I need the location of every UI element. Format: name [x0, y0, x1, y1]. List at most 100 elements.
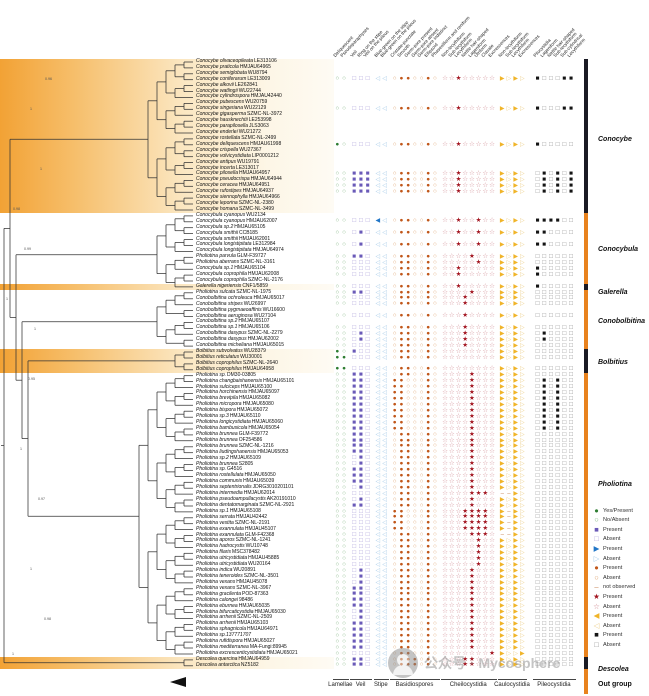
- star-symbol: ☆: [475, 424, 482, 432]
- circle-symbol: ○: [419, 436, 424, 444]
- square-symbol: □: [569, 661, 573, 669]
- tri-right-symbol: ▶: [499, 407, 505, 414]
- square-symbol: □: [555, 531, 560, 539]
- circle-symbol: ●: [399, 501, 404, 509]
- star-symbol: ☆: [489, 430, 495, 438]
- voucher-accession: HMJAU65105: [234, 223, 266, 230]
- square-symbol: □: [562, 590, 567, 598]
- circle-symbol: ○: [342, 643, 346, 651]
- star-symbol: ☆: [468, 300, 475, 308]
- circle-symbol: ○: [412, 140, 417, 148]
- star-symbol: ☆: [482, 442, 489, 450]
- square-symbol: ■: [352, 602, 357, 610]
- clade-highlight: [0, 283, 334, 290]
- circle-symbol: ○: [342, 430, 346, 438]
- circle-symbol: ●: [406, 631, 411, 639]
- square-symbol: ■: [365, 187, 370, 195]
- circle-symbol: ●: [406, 264, 411, 272]
- tri-left-symbol: ◁: [382, 573, 387, 580]
- circle-symbol: ○: [342, 312, 346, 320]
- star-symbol: ☆: [455, 300, 462, 308]
- circle-symbol: ●: [399, 448, 404, 456]
- star-symbol: ☆: [482, 170, 489, 178]
- tri-right-symbol: ▶: [513, 662, 518, 669]
- circle-symbol: ○: [412, 170, 417, 178]
- circle-symbol: ○: [392, 176, 397, 184]
- voucher-accession: WU20759: [245, 99, 268, 106]
- tri-right-symbol: ▷: [520, 342, 525, 349]
- square-symbol: ■: [359, 625, 363, 633]
- star-symbol: ★: [455, 176, 462, 184]
- tri-right-symbol: ▶: [513, 656, 518, 663]
- circle-symbol: ●: [426, 140, 431, 148]
- square-symbol: □: [549, 264, 553, 272]
- square-symbol: ■: [359, 483, 363, 491]
- tri-left-symbol: ◁: [382, 301, 387, 308]
- tri-right-symbol: ▶: [520, 650, 525, 657]
- tri-right-symbol: ▷: [506, 182, 512, 189]
- circle-symbol: ●: [426, 531, 431, 539]
- star-symbol: ☆: [455, 525, 462, 533]
- circle-symbol: ○: [406, 513, 411, 521]
- square-symbol: □: [555, 430, 560, 438]
- circle-symbol: ○: [412, 442, 417, 450]
- square-symbol: □: [569, 477, 573, 485]
- voucher-accession: HMJAU65103: [237, 620, 269, 627]
- tri-right-symbol: ▷: [520, 289, 525, 296]
- species-row: Conocybe pubescensWU20759: [196, 99, 336, 106]
- star-symbol: ☆: [482, 578, 489, 586]
- square-symbol: □: [542, 430, 547, 438]
- circle-symbol: ○: [419, 75, 424, 83]
- species-name: Conobolbitina pygmaeoaffinis: [196, 306, 262, 313]
- legend-item-label: Present: [603, 565, 623, 572]
- square-symbol: ■: [352, 371, 357, 379]
- species-row: Conocybe gigaspermaSZMC-NL-3972: [196, 111, 336, 118]
- tri-right-symbol: ▷: [520, 259, 525, 266]
- square-symbol: □: [365, 329, 370, 337]
- star-symbol: ☆: [448, 241, 455, 249]
- circle-symbol: ○: [419, 140, 424, 148]
- star-symbol: ☆: [482, 395, 489, 403]
- species-row: Conocybula cyanopusHMJAU62007: [196, 217, 336, 225]
- star-symbol: ★: [482, 531, 489, 539]
- circle-symbol: ○: [335, 217, 340, 225]
- circle-symbol: ○: [392, 430, 397, 438]
- tri-right-symbol: ▷: [506, 538, 512, 545]
- star-symbol: ☆: [442, 448, 449, 456]
- tri-right-symbol: ▷: [520, 591, 525, 598]
- species-row: Pholiotina exannulataHMJAU45107: [196, 526, 336, 533]
- square-symbol: □: [562, 572, 567, 580]
- watermark: 公众号 · Mycosphere: [388, 648, 560, 678]
- species-name: Conocybe rostellata: [196, 134, 241, 141]
- square-symbol: □: [542, 608, 547, 616]
- star-symbol: ☆: [442, 531, 449, 539]
- circle-symbol: ●: [406, 625, 411, 633]
- circle-symbol: ○: [392, 637, 397, 645]
- star-symbol: ☆: [482, 454, 489, 462]
- circle-symbol: ●: [406, 466, 411, 474]
- legend-symbol-icon: ●: [594, 505, 599, 515]
- star-symbol: ☆: [462, 472, 469, 480]
- star-symbol: ☆: [448, 501, 455, 509]
- star-symbol: ☆: [448, 395, 455, 403]
- square-symbol: ■: [359, 631, 363, 639]
- tri-right-symbol: ▷: [520, 384, 525, 391]
- circle-symbol: ○: [433, 389, 437, 397]
- circle-symbol: ○: [412, 602, 417, 610]
- tri-right-symbol: ▶: [513, 621, 518, 628]
- circle-symbol: ○: [342, 389, 346, 397]
- square-symbol: □: [562, 543, 567, 551]
- square-symbol: □: [555, 661, 560, 669]
- square-symbol: □: [535, 170, 540, 178]
- square-symbol: □: [365, 395, 370, 403]
- legend-item: ▷ Absent: [592, 554, 621, 563]
- square-symbol: □: [535, 649, 540, 657]
- tri-left-symbol: ◁: [375, 348, 381, 355]
- voucher-accession: SZMC-NL-2176: [247, 277, 283, 283]
- square-symbol: □: [549, 655, 553, 663]
- tri-right-symbol: ▶: [513, 579, 518, 586]
- star-symbol: ☆: [448, 181, 455, 189]
- tri-left-symbol: ◁: [382, 502, 387, 509]
- voucher-accession: HMJAU62007: [246, 217, 278, 224]
- star-symbol: ☆: [448, 483, 455, 491]
